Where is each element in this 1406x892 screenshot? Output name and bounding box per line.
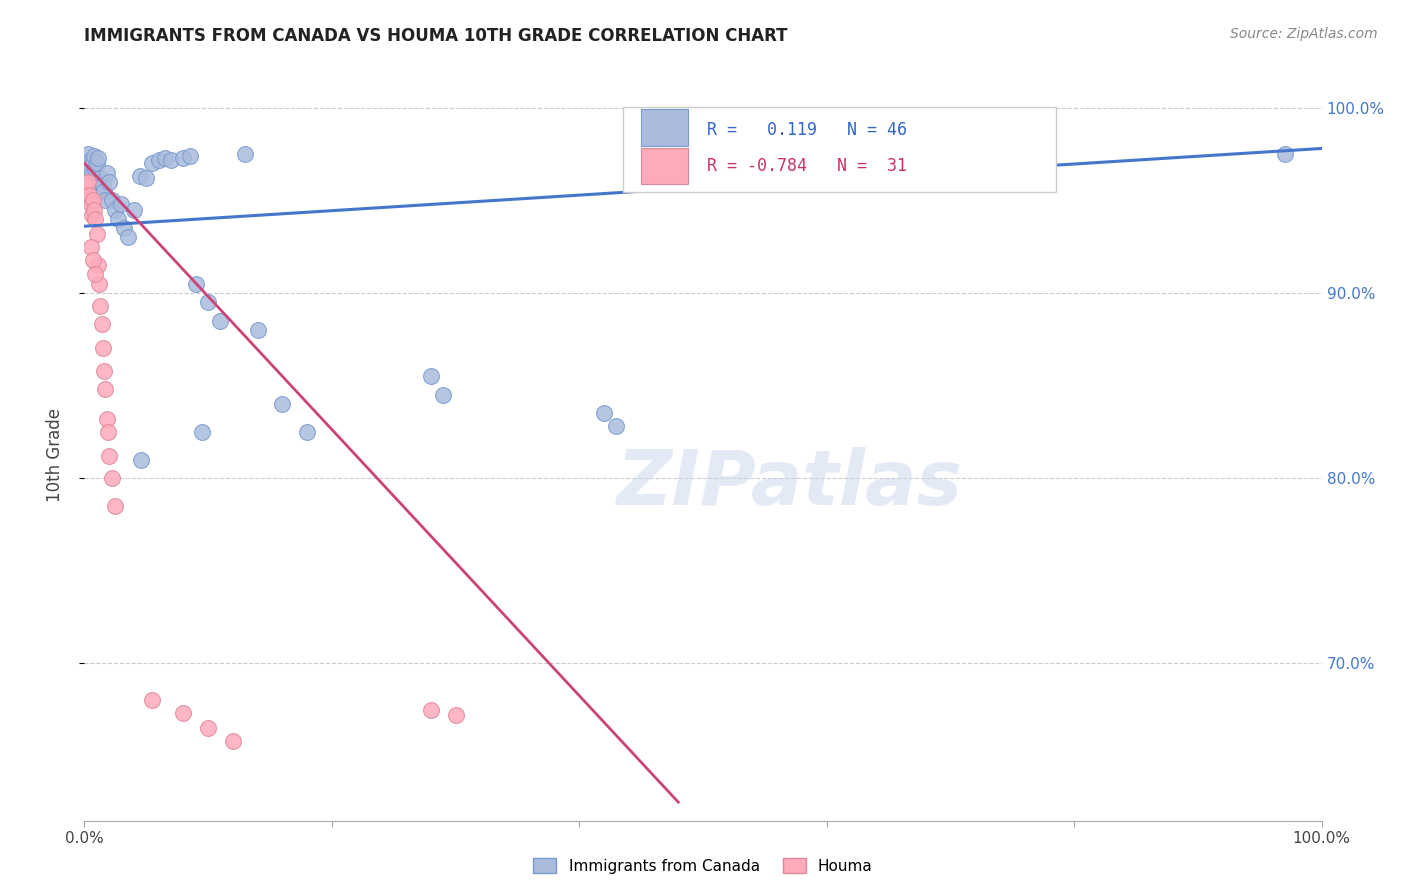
Point xyxy=(80,165,103,179)
Point xyxy=(197,721,219,735)
Point xyxy=(77,175,100,189)
Point xyxy=(129,452,152,467)
Point xyxy=(96,412,118,426)
Point xyxy=(160,153,183,167)
Point xyxy=(84,211,107,226)
Point xyxy=(89,171,111,186)
Point xyxy=(79,197,101,211)
Point xyxy=(94,194,117,208)
Point xyxy=(86,156,108,170)
Text: R =   0.119   N = 46: R = 0.119 N = 46 xyxy=(707,120,907,138)
Point xyxy=(444,708,467,723)
Point xyxy=(97,425,120,439)
Bar xyxy=(641,110,688,145)
Point xyxy=(100,194,122,208)
Point xyxy=(295,425,318,439)
Point xyxy=(98,175,121,189)
Point xyxy=(79,153,101,167)
Point xyxy=(129,169,152,184)
Point xyxy=(222,734,245,748)
Point xyxy=(94,382,117,396)
Point xyxy=(89,277,111,291)
Point xyxy=(76,156,98,170)
Point xyxy=(104,202,127,217)
Point xyxy=(172,706,194,721)
Point xyxy=(87,151,110,165)
Point xyxy=(141,156,163,170)
Point xyxy=(80,208,103,222)
Bar xyxy=(641,148,688,185)
Point xyxy=(432,388,454,402)
Point xyxy=(117,230,139,244)
Point xyxy=(84,161,107,176)
Point xyxy=(197,295,219,310)
Point xyxy=(89,299,111,313)
Point xyxy=(1274,147,1296,161)
Bar xyxy=(623,108,1056,192)
Point xyxy=(77,147,100,161)
Point xyxy=(271,397,294,411)
Point xyxy=(419,702,441,716)
Point xyxy=(76,189,98,203)
Legend: Immigrants from Canada, Houma: Immigrants from Canada, Houma xyxy=(527,852,879,880)
Point xyxy=(82,154,104,169)
Point xyxy=(104,499,127,513)
Text: Source: ZipAtlas.com: Source: ZipAtlas.com xyxy=(1230,27,1378,41)
Point xyxy=(89,175,111,189)
Point xyxy=(179,149,201,163)
Point xyxy=(86,227,108,241)
Point xyxy=(96,165,118,179)
Point xyxy=(419,369,441,384)
Point xyxy=(87,258,110,272)
Point xyxy=(153,151,176,165)
Point xyxy=(91,342,114,356)
Point xyxy=(84,268,107,282)
Point xyxy=(593,406,616,420)
Point xyxy=(82,252,104,267)
Point xyxy=(172,151,194,165)
Point xyxy=(233,147,256,161)
Point xyxy=(191,425,214,439)
Point xyxy=(246,323,269,337)
Point xyxy=(83,149,105,163)
Point xyxy=(122,202,145,217)
Point xyxy=(79,239,101,253)
Point xyxy=(83,202,105,217)
Point xyxy=(209,313,232,327)
Point xyxy=(605,419,627,434)
Point xyxy=(79,187,101,202)
Point xyxy=(100,471,122,485)
Point xyxy=(91,178,114,193)
Point xyxy=(107,211,129,226)
Point xyxy=(141,693,163,707)
Point xyxy=(82,194,104,208)
Text: IMMIGRANTS FROM CANADA VS HOUMA 10TH GRADE CORRELATION CHART: IMMIGRANTS FROM CANADA VS HOUMA 10TH GRA… xyxy=(84,27,787,45)
Point xyxy=(98,449,121,463)
Point xyxy=(90,318,112,332)
Y-axis label: 10th Grade: 10th Grade xyxy=(45,408,63,502)
Point xyxy=(93,364,115,378)
Text: ZIPatlas: ZIPatlas xyxy=(617,447,963,521)
Point xyxy=(135,171,157,186)
Text: R = -0.784   N =  31: R = -0.784 N = 31 xyxy=(707,157,907,175)
Point xyxy=(148,153,170,167)
Point xyxy=(184,277,207,291)
Point xyxy=(112,221,135,235)
Point xyxy=(75,178,97,193)
Point xyxy=(93,184,115,198)
Point xyxy=(110,197,132,211)
Point xyxy=(79,160,101,174)
